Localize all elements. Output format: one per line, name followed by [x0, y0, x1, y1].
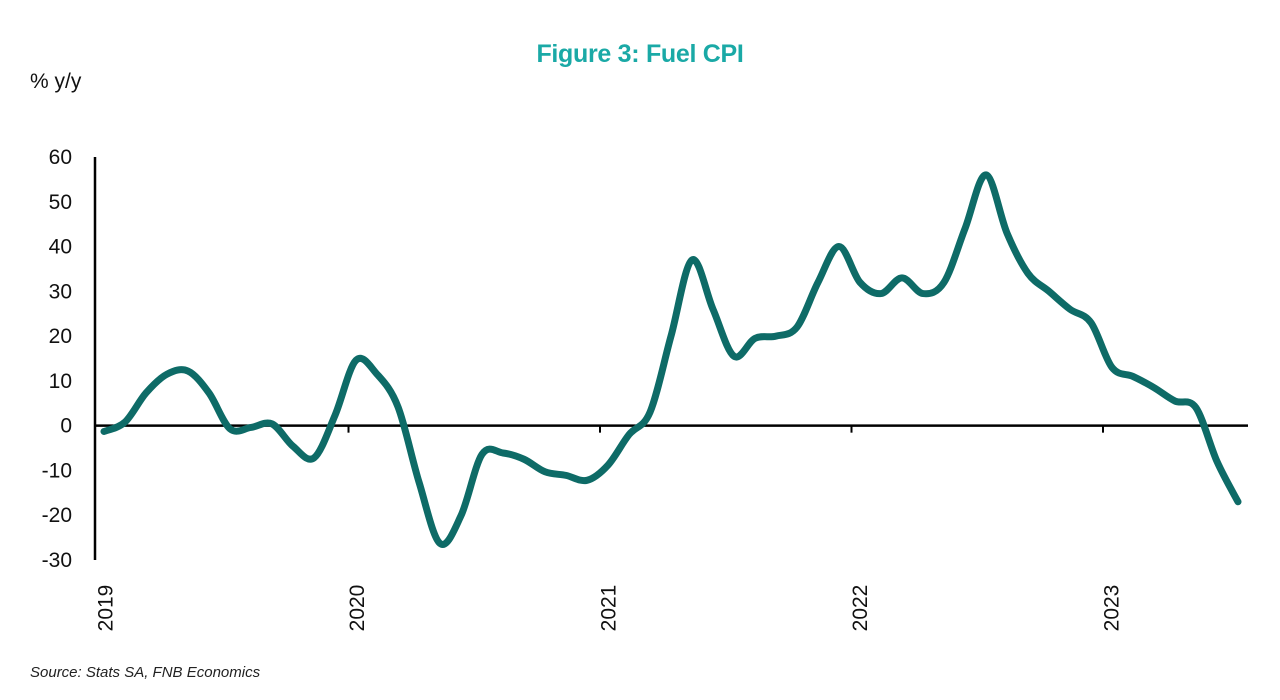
x-tick-label: 2020	[346, 585, 369, 632]
y-tick-label: -10	[42, 459, 72, 482]
source-note: Source: Stats SA, FNB Economics	[30, 664, 261, 681]
y-tick-label: 0	[60, 415, 72, 438]
x-tick-label: 2023	[1101, 585, 1124, 632]
y-tick-label: -20	[42, 504, 72, 527]
y-tick-label: -30	[42, 549, 72, 572]
fuel-cpi-line	[100, 171, 1242, 548]
y-axis-label: % y/y	[30, 70, 82, 93]
chart-title: Figure 3: Fuel CPI	[536, 40, 744, 68]
y-tick-label: 20	[49, 325, 72, 348]
y-tick-label: 10	[49, 370, 72, 393]
x-tick-label: 2022	[849, 585, 872, 632]
y-tick-label: 60	[49, 146, 72, 169]
x-tick-label: 2019	[95, 585, 118, 632]
y-tick-label: 30	[49, 280, 72, 303]
x-tick-label: 2021	[598, 585, 621, 632]
y-tick-label: 40	[49, 236, 72, 259]
y-tick-label: 50	[49, 191, 72, 214]
